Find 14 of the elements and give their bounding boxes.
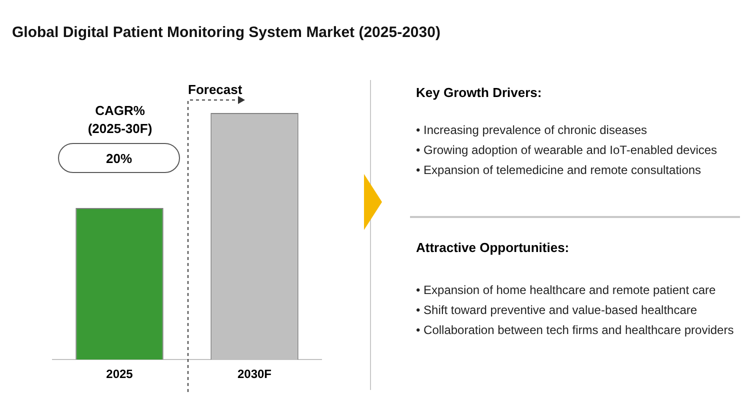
text: • Increasing prevalence of chronic diseases xyxy=(416,122,648,139)
text: • Growing adoption of wearable and IoT-enabled devices xyxy=(416,142,718,159)
chart-title: Global Digital Patient Monitoring System Market (2025-2030) xyxy=(12,24,440,41)
x-tick-label: 2030F xyxy=(237,367,272,382)
x-tick-label: 2025 xyxy=(106,367,134,382)
text: • Collaboration between tech firms and healthcare providers xyxy=(416,322,735,339)
text: • Expansion of home healthcare and remote patient care xyxy=(416,282,717,299)
annotation: 20% xyxy=(58,143,180,173)
text: Attractive Opportunities: xyxy=(416,240,570,255)
text: Forecast xyxy=(188,82,242,97)
text: • Expansion of telemedicine and remote consultations xyxy=(416,162,702,179)
annotation: CAGR% (2025-30F) xyxy=(86,102,154,138)
text: • Shift toward preventive and value-based healthcare xyxy=(416,302,698,319)
text: Key Growth Drivers: xyxy=(416,85,542,100)
